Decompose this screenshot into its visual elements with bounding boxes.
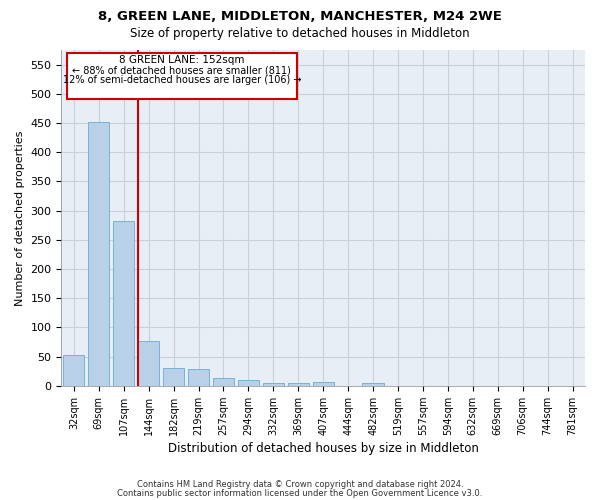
FancyBboxPatch shape — [67, 54, 297, 98]
Bar — [362, 383, 383, 386]
Y-axis label: Number of detached properties: Number of detached properties — [15, 130, 25, 306]
Bar — [138, 341, 159, 386]
Bar — [263, 383, 284, 386]
Bar — [63, 356, 85, 386]
Text: Contains public sector information licensed under the Open Government Licence v3: Contains public sector information licen… — [118, 489, 482, 498]
Text: ← 88% of detached houses are smaller (811): ← 88% of detached houses are smaller (81… — [73, 65, 291, 75]
Bar — [313, 382, 334, 386]
Bar — [238, 380, 259, 386]
Bar — [188, 370, 209, 386]
Bar — [287, 383, 309, 386]
Bar — [113, 220, 134, 386]
Bar — [88, 122, 109, 386]
Text: 8 GREEN LANE: 152sqm: 8 GREEN LANE: 152sqm — [119, 55, 245, 65]
Text: 12% of semi-detached houses are larger (106) →: 12% of semi-detached houses are larger (… — [62, 75, 301, 85]
X-axis label: Distribution of detached houses by size in Middleton: Distribution of detached houses by size … — [168, 442, 479, 455]
Bar — [213, 378, 234, 386]
Text: 8, GREEN LANE, MIDDLETON, MANCHESTER, M24 2WE: 8, GREEN LANE, MIDDLETON, MANCHESTER, M2… — [98, 10, 502, 23]
Text: Contains HM Land Registry data © Crown copyright and database right 2024.: Contains HM Land Registry data © Crown c… — [137, 480, 463, 489]
Text: Size of property relative to detached houses in Middleton: Size of property relative to detached ho… — [130, 28, 470, 40]
Bar — [163, 368, 184, 386]
